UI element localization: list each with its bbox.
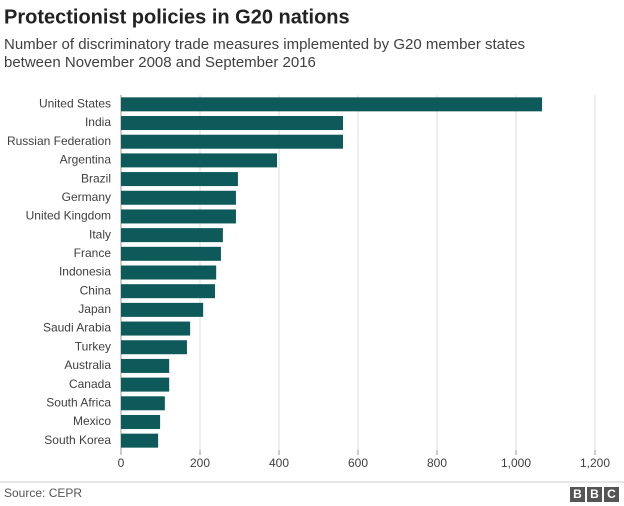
- y-tick-label: South Africa: [46, 395, 111, 409]
- y-tick-label: Canada: [69, 377, 111, 391]
- y-tick-label: Indonesia: [59, 265, 111, 279]
- y-tick-label: Argentina: [60, 153, 112, 167]
- bar: [121, 321, 191, 336]
- logo-letter: B: [573, 487, 582, 501]
- y-tick-label: Australia: [64, 358, 111, 372]
- y-tick-label: Brazil: [81, 171, 111, 185]
- y-tick-label: United Kingdom: [26, 209, 111, 223]
- bar: [121, 302, 204, 317]
- bar: [121, 414, 161, 429]
- bar: [121, 284, 216, 299]
- x-tick-label: 600: [348, 456, 368, 470]
- chart-subtitle: Number of discriminatory trade measures …: [4, 36, 526, 71]
- bar: [121, 190, 236, 205]
- y-tick-label: Turkey: [75, 339, 111, 353]
- x-tick-label: 0: [118, 456, 125, 470]
- source: Source: CEPR: [4, 486, 82, 500]
- y-tick-label: South Korea: [44, 433, 111, 447]
- bar: [121, 172, 238, 187]
- bar: [121, 265, 217, 280]
- bar: [121, 116, 343, 131]
- bar: [121, 433, 159, 448]
- x-tick-label: 200: [190, 456, 210, 470]
- y-tick-label: Germany: [62, 190, 111, 204]
- bar: [121, 209, 236, 224]
- bar: [121, 358, 170, 373]
- bar: [121, 396, 165, 411]
- chart-title: Protectionist policies in G20 nations: [4, 6, 350, 28]
- logo-letter: B: [590, 487, 599, 501]
- y-tick-label: France: [74, 246, 112, 260]
- logo-box: [587, 487, 602, 502]
- y-tick-label: Japan: [78, 302, 111, 316]
- y-tick-label: United States: [39, 97, 111, 111]
- x-tick-label: 400: [269, 456, 289, 470]
- x-tick-label: 1,000: [501, 456, 531, 470]
- bar: [121, 97, 543, 112]
- y-tick-label: Russian Federation: [7, 134, 111, 148]
- bar: [121, 228, 223, 243]
- x-tick-label: 800: [427, 456, 447, 470]
- logo-box: [570, 487, 585, 502]
- y-tick-label: India: [85, 115, 111, 129]
- bar: [121, 134, 343, 149]
- y-tick-label: Italy: [89, 227, 111, 241]
- subtitle-box: Number of discriminatory trade measures …: [4, 36, 526, 71]
- logo-box: [604, 487, 619, 502]
- x-tick-label: 1,200: [580, 456, 610, 470]
- y-tick-label: China: [80, 283, 112, 297]
- logo-letter: C: [607, 487, 616, 501]
- bar: [121, 340, 187, 355]
- bar: [121, 377, 170, 392]
- bar: [121, 246, 221, 261]
- y-tick-label: Saudi Arabia: [43, 321, 111, 335]
- y-tick-label: Mexico: [73, 414, 111, 428]
- bar: [121, 153, 278, 168]
